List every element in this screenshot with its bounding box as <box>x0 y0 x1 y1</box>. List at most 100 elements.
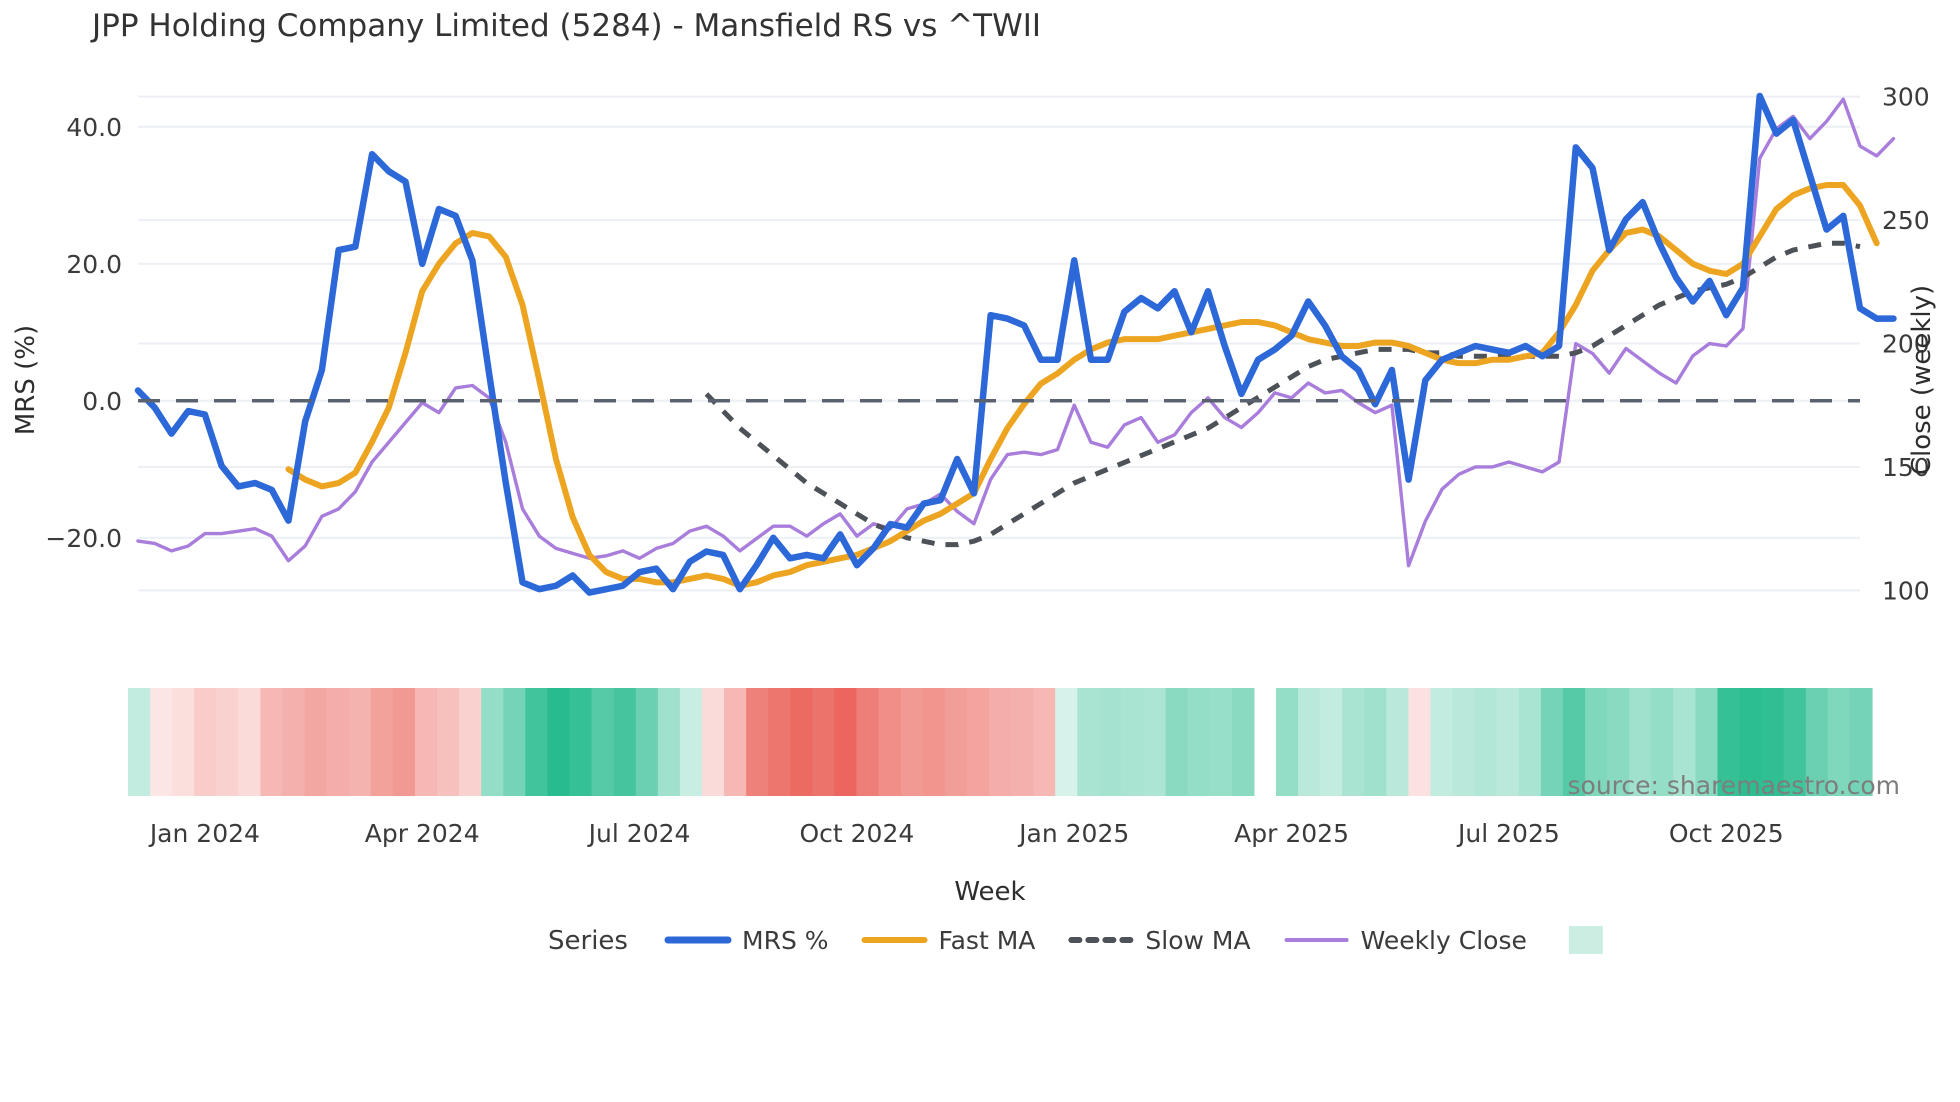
heatmap-band <box>635 688 659 796</box>
heatmap-band <box>1298 688 1321 796</box>
heatmap-band <box>1607 688 1630 796</box>
x-axis-title: Week <box>954 877 1025 907</box>
x-axis-ticks: Jan 2024 Apr 2024 Jul 2024 Oct 2024 Jan 2025… <box>148 819 1784 848</box>
legend-swatch[interactable] <box>1568 926 1603 954</box>
heatmap-band <box>591 688 615 796</box>
left-axis-tick-label: 20.0 <box>66 250 122 279</box>
rs-regime-heatmap <box>128 688 1873 796</box>
heatmap-band <box>1011 688 1034 796</box>
heatmap-band <box>370 688 394 796</box>
right-axis-tick-label: 300 <box>1882 83 1930 112</box>
heatmap-band <box>812 688 836 796</box>
series-lines <box>134 92 1897 596</box>
heatmap-band <box>1695 688 1719 796</box>
heatmap-band <box>922 688 946 796</box>
heatmap-band <box>1783 688 1807 796</box>
legend-label[interactable]: Weekly Close <box>1361 926 1527 955</box>
left-axis-tick-label: 40.0 <box>66 113 122 142</box>
series-line-mrs <box>134 92 1897 596</box>
x-axis-tick-label: Jul 2024 <box>587 819 691 848</box>
right-axis-title: Close (weekly) <box>1907 285 1937 475</box>
x-axis-tick-label: Oct 2025 <box>1669 819 1784 848</box>
source-watermark: source: sharemaestro.com <box>1568 771 1901 800</box>
right-axis-tick-label: 100 <box>1882 576 1930 605</box>
right-axis-ticks: 300 250 200 150 100 <box>1882 83 1930 606</box>
heatmap-band <box>1408 688 1432 796</box>
heatmap-band <box>834 688 858 796</box>
heatmap-band <box>172 688 195 796</box>
x-axis-tick-label: Oct 2024 <box>799 819 914 848</box>
heatmap-band <box>437 688 460 796</box>
heatmap-band <box>768 688 791 796</box>
heatmap-band <box>1386 688 1410 796</box>
heatmap-band <box>724 688 747 796</box>
left-axis-ticks: 40.0 20.0 0.0 −20.0 <box>45 113 122 553</box>
heatmap-band <box>878 688 902 796</box>
chart-legend[interactable]: Series MRS % Fast MA Slow MA Weekly Close <box>548 926 1603 956</box>
heatmap-band <box>547 688 571 796</box>
heatmap-band <box>966 688 990 796</box>
heatmap-band <box>326 688 350 796</box>
heatmap-band <box>1805 688 1829 796</box>
heatmap-band <box>746 688 769 796</box>
heatmap-band <box>1585 688 1608 796</box>
legend-label[interactable]: Slow MA <box>1145 926 1250 955</box>
right-axis-tick-label: 250 <box>1882 206 1930 235</box>
heatmap-band <box>1474 688 1498 796</box>
heatmap-band <box>304 688 328 796</box>
heatmap-band <box>150 688 173 796</box>
heatmap-band <box>1320 688 1343 796</box>
gridlines <box>138 95 1860 592</box>
heatmap-band <box>1430 688 1454 796</box>
heatmap-band <box>701 688 725 796</box>
right-axis-tick-label: 200 <box>1882 330 1930 359</box>
heatmap-band <box>1651 688 1674 796</box>
heatmap-band <box>1143 688 1167 796</box>
heatmap-band <box>1518 688 1542 796</box>
heatmap-band <box>392 688 416 796</box>
heatmap-band <box>1099 688 1123 796</box>
heatmap-band <box>1562 688 1586 796</box>
heatmap-band <box>1717 688 1741 796</box>
heatmap-band <box>1739 688 1763 796</box>
heatmap-band <box>944 688 968 796</box>
heatmap-band <box>459 688 482 796</box>
heatmap-band <box>1121 688 1145 796</box>
heatmap-band <box>1827 688 1851 796</box>
heatmap-band <box>1033 688 1056 796</box>
page-title: JPP Holding Company Limited (5284) - Man… <box>92 8 1042 44</box>
heatmap-band <box>1055 688 1078 796</box>
legend-label[interactable]: Fast MA <box>939 926 1036 955</box>
x-axis-tick-label: Apr 2025 <box>1234 819 1349 848</box>
heatmap-band <box>569 688 593 796</box>
heatmap-band <box>282 688 306 796</box>
heatmap-band <box>481 688 504 796</box>
heatmap-band <box>1540 688 1564 796</box>
heatmap-band <box>414 688 438 796</box>
heatmap-band <box>790 688 813 796</box>
heatmap-band <box>856 688 880 796</box>
heatmap-band <box>1275 688 1299 796</box>
heatmap-band <box>260 688 284 796</box>
heatmap-band <box>900 688 924 796</box>
x-axis-tick-label: Jan 2024 <box>148 819 260 848</box>
x-axis-tick-label: Jul 2025 <box>1456 819 1560 848</box>
left-axis-tick-label: −20.0 <box>45 524 122 553</box>
heatmap-band <box>525 688 549 796</box>
heatmap-band <box>1496 688 1520 796</box>
heatmap-band <box>1849 688 1873 796</box>
right-axis-tick-label: 150 <box>1882 453 1930 482</box>
x-axis-tick-label: Apr 2024 <box>365 819 480 848</box>
heatmap-band <box>1342 688 1365 796</box>
heatmap-band <box>1629 688 1652 796</box>
heatmap-band <box>1187 688 1211 796</box>
heatmap-band <box>503 688 526 796</box>
heatmap-band <box>216 688 239 796</box>
legend-label[interactable]: MRS % <box>742 926 829 955</box>
heatmap-band <box>613 688 637 796</box>
heatmap-band <box>1761 688 1785 796</box>
heatmap-band <box>128 688 151 796</box>
heatmap-band <box>1673 688 1696 796</box>
